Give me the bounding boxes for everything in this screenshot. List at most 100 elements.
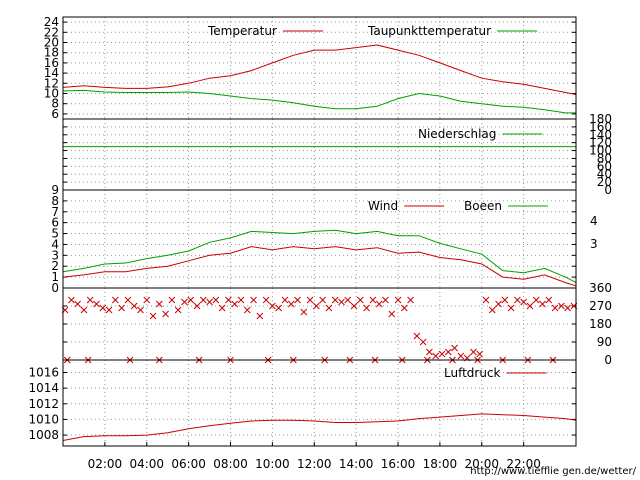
wind-direction-point <box>111 296 119 304</box>
wind-direction-point <box>86 296 94 304</box>
wind-direction-point <box>432 352 440 360</box>
wind-direction-point <box>375 300 383 308</box>
temperature-ytick-label: 8 <box>51 97 59 111</box>
wind-direction-point <box>520 298 528 306</box>
temperature-ytick-label: 16 <box>44 56 59 70</box>
precipitation-legend-label: Niederschlag <box>418 127 496 141</box>
precipitation-frame <box>62 118 577 191</box>
x-tick-label: 04:00 <box>129 457 164 471</box>
wind-legend-label: Boeen <box>464 199 502 213</box>
wind-direction-point <box>539 300 546 308</box>
wind-series-2 <box>62 229 577 284</box>
wind-direction-point <box>532 296 540 304</box>
x-tick-label: 16:00 <box>381 457 416 471</box>
wind-direction-point <box>231 300 239 308</box>
temperature-ytick-label: 24 <box>44 15 59 29</box>
wind-direction-point <box>356 296 364 304</box>
wind-direction-point <box>344 296 352 304</box>
wind-direction-point <box>325 304 333 312</box>
wind-ytick-label: 9 <box>51 183 59 197</box>
temperature-ytick-label: 14 <box>44 66 59 80</box>
temperature-ytick-label: 12 <box>44 76 59 90</box>
x-tick-label: 02:00 <box>88 457 123 471</box>
wind-direction-point <box>457 352 465 360</box>
wind-direction-point <box>243 306 251 314</box>
wind-series-1 <box>62 246 577 287</box>
wind-direction-point <box>212 296 220 304</box>
wind-direction-point <box>363 304 370 312</box>
x-tick-label: 14:00 <box>339 457 374 471</box>
wind-direction-point <box>407 296 414 304</box>
wind-direction-point <box>294 296 301 304</box>
wind-direction-point <box>470 348 477 356</box>
wind-direction-point <box>300 308 308 316</box>
wind-direction-point <box>482 296 490 304</box>
precipitation-ytick-label: 40 <box>597 167 612 181</box>
wind-direction-point <box>507 304 515 312</box>
pressure-frame <box>62 359 577 447</box>
wind-direction-ytick-label: 180 <box>589 317 612 331</box>
wind-direction-point <box>476 350 484 358</box>
wind-direction-point <box>369 296 377 304</box>
pressure-ytick-label: 1014 <box>28 381 59 395</box>
wind-direction-point <box>287 300 295 308</box>
x-tick-label: 06:00 <box>171 457 206 471</box>
wind-direction-point <box>275 304 283 312</box>
precipitation-ytick-label: 120 <box>589 136 612 150</box>
wind-direction-point <box>564 304 571 312</box>
wind-direction-point <box>155 300 163 308</box>
wind-direction-point <box>256 312 264 320</box>
wind-direction-point <box>400 304 408 312</box>
precipitation-ytick-label: 80 <box>597 151 612 165</box>
precipitation-ytick-label: 140 <box>589 128 612 142</box>
wind-direction-point <box>419 338 427 346</box>
wind-direction-point <box>514 296 521 304</box>
footer-credit: http://www.tiefflie gen.de/wetter/ <box>470 466 636 477</box>
wind-direction-point <box>281 296 289 304</box>
temperature-series-1 <box>62 44 577 95</box>
x-tick-label: 12:00 <box>297 457 332 471</box>
wind-direction-point <box>413 332 421 340</box>
wind-direction-ytick-label: 0 <box>604 353 612 367</box>
wind-direction-point <box>105 306 113 314</box>
wind-ytick-label: 8 <box>51 194 59 208</box>
wind-direction-point <box>313 302 320 310</box>
wind-direction-point <box>143 296 151 304</box>
wind-direction-point <box>262 296 270 304</box>
wind-direction-point <box>137 306 144 314</box>
temperature-ytick-label: 22 <box>44 25 59 39</box>
wind-direction-point <box>149 312 157 320</box>
wind-direction-point <box>118 304 125 312</box>
wind-ytick-label: 7 <box>51 205 59 219</box>
temperature-legend-label: Temperatur <box>207 24 277 38</box>
temperature-ytick-label: 18 <box>44 46 59 60</box>
wind-direction-point <box>444 348 452 356</box>
x-tick-label: 18:00 <box>423 457 458 471</box>
wind-direction-point <box>557 302 565 310</box>
wind-direction-point <box>99 304 107 312</box>
wind-direction-point <box>80 306 88 314</box>
wind-direction-point <box>338 298 345 306</box>
wind-direction-point <box>187 296 195 304</box>
x-tick-label: 08:00 <box>213 457 248 471</box>
wind-direction-point <box>162 310 169 318</box>
precipitation-ytick-label: 20 <box>597 175 612 189</box>
wind-direction-point <box>319 296 326 304</box>
precipitation-ytick-label: 100 <box>589 144 612 158</box>
pressure-ytick-label: 1012 <box>28 397 59 411</box>
wind-direction-point <box>250 296 257 304</box>
wind-right-tick-label: 4 <box>590 214 598 228</box>
wind-direction-point <box>199 296 207 304</box>
pressure-ytick-label: 1016 <box>28 366 59 380</box>
wind-ytick-label: 2 <box>51 259 59 273</box>
wind-direction-point <box>394 296 402 304</box>
wind-ytick-label: 6 <box>51 216 59 230</box>
wind-direction-point <box>193 302 201 310</box>
wind-direction-point <box>68 296 75 304</box>
temperature-series-2 <box>62 89 576 114</box>
wind-legend-label: Wind <box>368 199 398 213</box>
precipitation-ytick-label: 160 <box>589 120 612 134</box>
